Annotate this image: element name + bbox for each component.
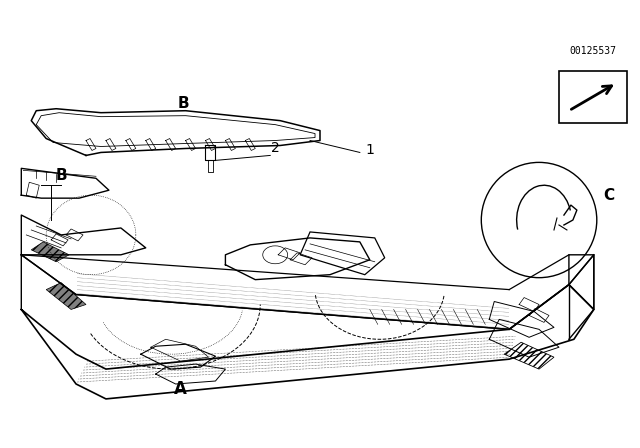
Text: 1: 1 (365, 143, 374, 157)
Text: 00125537: 00125537 (570, 46, 616, 56)
Polygon shape (504, 342, 554, 369)
Text: A: A (174, 380, 187, 398)
Bar (559, 71, 627, 123)
Text: 2: 2 (271, 142, 280, 155)
Polygon shape (31, 242, 69, 262)
Polygon shape (46, 283, 86, 310)
Text: C: C (603, 188, 614, 202)
Text: B: B (55, 168, 67, 183)
Polygon shape (300, 232, 385, 275)
Text: B: B (178, 96, 189, 111)
